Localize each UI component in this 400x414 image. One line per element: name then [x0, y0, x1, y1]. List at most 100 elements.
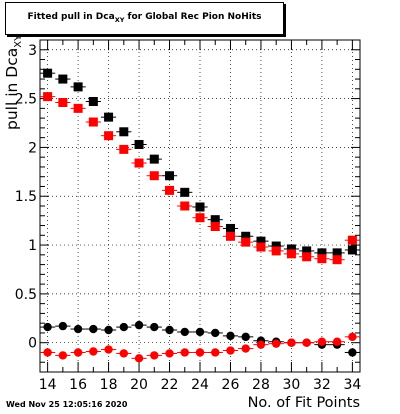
data-point-square	[58, 97, 68, 107]
data-point-square	[73, 82, 83, 92]
data-point-square	[225, 223, 235, 233]
data-point-square	[58, 74, 68, 84]
data-point-circle	[73, 348, 83, 357]
data-points	[40, 68, 360, 363]
y-tick-label: 3	[28, 43, 37, 59]
data-point-circle	[317, 337, 327, 346]
data-point-circle	[150, 351, 159, 360]
data-point-circle	[332, 337, 342, 346]
data-point-circle	[180, 327, 189, 337]
data-point-circle	[104, 345, 113, 354]
y-tick-label: 1.5	[15, 189, 37, 205]
data-point-square	[347, 235, 357, 245]
data-point-square	[43, 92, 53, 102]
data-point-square	[317, 248, 327, 258]
data-point-square	[256, 242, 266, 252]
data-point-circle	[348, 348, 357, 357]
data-point-square	[210, 222, 220, 232]
data-point-square	[241, 237, 251, 247]
data-point-square	[149, 171, 159, 181]
data-point-square	[302, 252, 312, 262]
data-point-square	[43, 68, 53, 78]
data-point-square	[347, 245, 357, 255]
data-point-circle	[58, 351, 68, 360]
data-point-square	[286, 244, 296, 254]
data-point-square	[88, 97, 98, 107]
x-tick-label: 30	[283, 377, 301, 393]
x-tick-label: 28	[252, 377, 270, 393]
data-point-circle	[134, 354, 144, 363]
chart-title: Fitted pull in DcaXY for Global Rec Pion…	[27, 12, 262, 24]
data-point-square	[225, 231, 235, 241]
data-point-square	[271, 246, 281, 256]
data-point-square	[165, 171, 175, 181]
data-point-circle	[195, 327, 205, 337]
data-point-square	[302, 246, 312, 256]
y-tick-label: 2	[28, 140, 37, 156]
data-point-circle	[226, 331, 235, 341]
data-point-circle	[43, 348, 52, 357]
x-axis-label: No. of Fit Points	[247, 395, 360, 411]
data-point-circle	[73, 324, 83, 334]
data-point-circle	[119, 349, 129, 358]
data-point-square	[119, 127, 129, 137]
data-point-square	[165, 185, 175, 195]
x-tick-label: 18	[100, 377, 118, 393]
data-point-square	[180, 201, 190, 211]
data-point-circle	[119, 322, 129, 332]
data-point-circle	[180, 348, 189, 357]
data-point-square	[180, 187, 190, 197]
data-point-square	[88, 117, 98, 127]
data-point-circle	[165, 325, 174, 335]
data-point-circle	[211, 348, 220, 357]
data-point-circle	[58, 321, 68, 331]
data-point-circle	[348, 332, 357, 342]
data-point-square	[195, 213, 205, 223]
data-point-circle	[271, 339, 281, 348]
x-tick-label: 24	[191, 377, 209, 393]
data-point-circle	[104, 325, 113, 335]
data-point-square	[256, 236, 266, 246]
x-tick-label: 20	[130, 377, 148, 393]
data-point-circle	[89, 347, 98, 356]
data-point-circle	[43, 322, 52, 332]
data-point-circle	[256, 340, 266, 349]
data-point-square	[195, 202, 205, 212]
y-tick-label: 0.5	[15, 287, 37, 303]
data-point-square	[134, 139, 144, 149]
data-point-square	[104, 131, 114, 141]
data-point-square	[119, 144, 129, 154]
timestamp: Wed Nov 25 12:05:16 2020	[6, 400, 128, 409]
data-point-square	[271, 241, 281, 251]
data-point-square	[73, 103, 83, 113]
data-point-square	[149, 154, 159, 164]
data-point-circle	[211, 328, 220, 338]
x-tick-label: 34	[343, 377, 361, 393]
data-point-circle	[89, 324, 98, 334]
data-point-square	[241, 231, 251, 241]
data-point-circle	[165, 349, 174, 358]
data-point-square	[134, 158, 144, 168]
data-point-square	[317, 254, 327, 264]
data-point-square	[104, 112, 114, 122]
data-point-square	[286, 249, 296, 259]
x-tick-label: 32	[313, 377, 331, 393]
title-box: Fitted pull in DcaXY for Global Rec Pion…	[5, 2, 284, 35]
y-tick-label: 0	[28, 336, 37, 352]
data-point-circle	[241, 332, 250, 342]
x-tick-label: 14	[39, 377, 57, 393]
y-tick-label: 1	[28, 238, 37, 254]
data-point-circle	[195, 348, 205, 357]
y-tick-label: 2.5	[15, 92, 37, 108]
data-point-square	[332, 255, 342, 265]
data-point-circle	[150, 322, 159, 332]
data-point-circle	[287, 338, 296, 347]
data-point-circle	[226, 346, 235, 355]
x-tick-label: 22	[161, 377, 179, 393]
data-point-square	[210, 215, 220, 225]
x-tick-label: 16	[69, 377, 87, 393]
data-point-circle	[302, 338, 311, 347]
data-point-square	[332, 248, 342, 258]
x-tick-label: 26	[222, 377, 240, 393]
